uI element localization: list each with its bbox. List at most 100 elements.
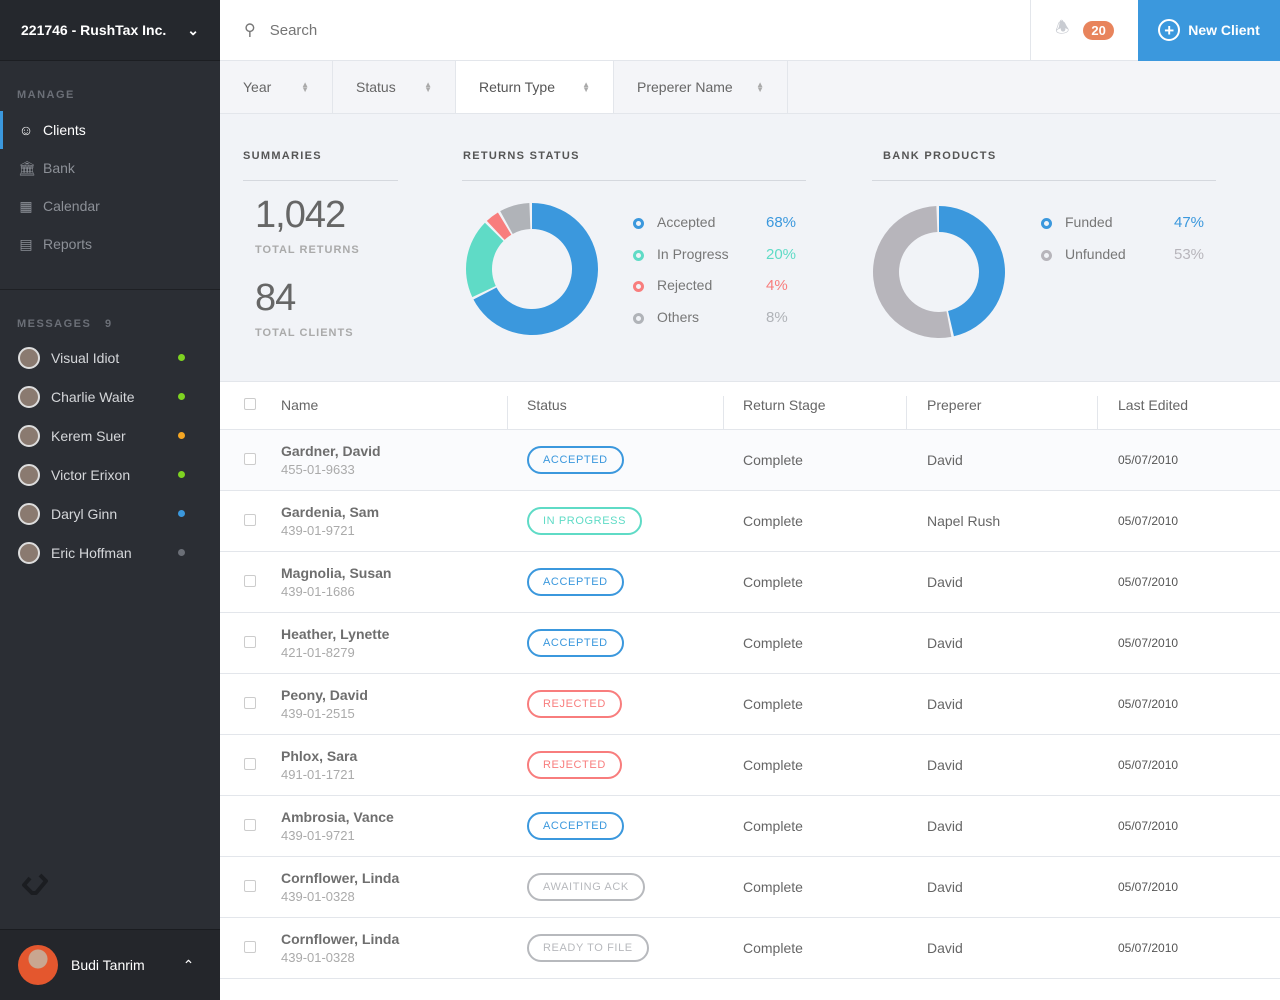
table-row[interactable]: Ambrosia, Vance 439-01-9721 ACCEPTED Comp… xyxy=(220,795,1280,857)
legend-label: Unfunded xyxy=(1065,245,1126,262)
select-all-checkbox[interactable] xyxy=(244,398,256,411)
sidebar-item-reports[interactable]: ▤ Reports xyxy=(0,225,220,263)
preparer: David xyxy=(907,734,1098,796)
filter-label: Status xyxy=(356,79,396,95)
client-name[interactable]: Peony, David xyxy=(281,686,368,703)
col-last-edited[interactable]: Last Edited xyxy=(1098,382,1280,430)
filter-status[interactable]: Status ▲ ▼ xyxy=(333,61,456,113)
row-checkbox[interactable] xyxy=(244,574,256,587)
clipboard-icon: ▤ xyxy=(19,235,33,252)
chevron-down-icon: ⌄ xyxy=(187,21,199,38)
client-name[interactable]: Heather, Lynette xyxy=(281,625,390,642)
row-checkbox[interactable] xyxy=(244,757,256,770)
filter-year[interactable]: Year ▲ ▼ xyxy=(220,61,333,113)
table-row[interactable]: Gardner, David 455-01-9633 ACCEPTED Compl… xyxy=(220,429,1280,491)
message-contact[interactable]: Kerem Suer xyxy=(0,416,220,455)
last-edited: 05/07/2010 xyxy=(1098,551,1280,613)
notifications-button[interactable]: 🕭 20 xyxy=(1030,0,1138,60)
legend-marker xyxy=(633,312,644,324)
last-edited: 05/07/2010 xyxy=(1098,429,1280,491)
preparer: Napel Rush xyxy=(907,490,1098,552)
avatar xyxy=(18,424,40,447)
client-ssn: 439-01-9721 xyxy=(281,827,355,843)
message-contact[interactable]: Eric Hoffman xyxy=(0,533,220,572)
legend-value: 68% xyxy=(766,214,797,231)
client-ssn: 491-01-1721 xyxy=(281,766,355,782)
preparer: David xyxy=(907,612,1098,674)
total-clients-label: TOTAL CLIENTS xyxy=(255,327,354,339)
col-return-stage[interactable]: Return Stage xyxy=(724,382,907,430)
legend-marker xyxy=(633,249,644,261)
messages-section: MESSAGES 9 Visual Idiot Charlie Waite Kere… xyxy=(0,289,220,572)
table-row[interactable]: Gardenia, Sam 439-01-9721 IN PROGRESS Com… xyxy=(220,490,1280,552)
legend-value: 20% xyxy=(766,245,797,263)
table-row[interactable]: Magnolia, Susan 439-01-1686 ACCEPTED Comp… xyxy=(220,551,1280,613)
message-contact[interactable]: Charlie Waite xyxy=(0,377,220,416)
row-checkbox[interactable] xyxy=(244,513,256,526)
presence-dot xyxy=(178,393,185,400)
contact-name: Victor Erixon xyxy=(51,466,131,483)
notification-badge: 20 xyxy=(1083,20,1114,40)
col-preparer[interactable]: Preperer xyxy=(907,382,1098,430)
preparer: David xyxy=(907,795,1098,857)
contact-name: Charlie Waite xyxy=(51,388,135,405)
client-name[interactable]: Gardner, David xyxy=(281,442,381,459)
col-name[interactable]: Name xyxy=(281,382,508,430)
filter-return-type[interactable]: Return Type ▲ ▼ xyxy=(456,61,614,113)
message-contact[interactable]: Victor Erixon xyxy=(0,455,220,494)
legend-value: 4% xyxy=(766,277,788,294)
return-stage: Complete xyxy=(724,795,907,857)
client-ssn: 455-01-9633 xyxy=(281,461,355,477)
returns-slice-accepted xyxy=(473,203,598,335)
org-name: 221746 - RushTax Inc. xyxy=(21,22,167,38)
client-name[interactable]: Phlox, Sara xyxy=(281,747,358,764)
table-row[interactable]: Peony, David 439-01-2515 REJECTED Complet… xyxy=(220,673,1280,735)
client-name[interactable]: Cornflower, Linda xyxy=(281,869,400,886)
avatar xyxy=(18,502,40,525)
org-switcher[interactable]: 221746 - RushTax Inc. ⌄ xyxy=(0,0,220,61)
clients-table: Name Status Return Stage Preperer Last E… xyxy=(220,382,1280,979)
sort-icon: ▲ ▼ xyxy=(424,80,432,94)
user-menu[interactable]: Budi Tanrim ⌃ xyxy=(0,929,220,1000)
col-status[interactable]: Status xyxy=(508,382,724,430)
row-checkbox[interactable] xyxy=(244,452,256,465)
last-edited: 05/07/2010 xyxy=(1098,795,1280,857)
client-name[interactable]: Magnolia, Susan xyxy=(281,564,392,581)
client-name[interactable]: Ambrosia, Vance xyxy=(281,808,394,825)
row-checkbox[interactable] xyxy=(244,940,256,953)
table-row[interactable]: Heather, Lynette 421-01-8279 ACCEPTED Com… xyxy=(220,612,1280,674)
table-row[interactable]: Cornflower, Linda 439-01-0328 AWAITING AC… xyxy=(220,856,1280,918)
sidebar-item-bank[interactable]: 🏛 Bank xyxy=(0,149,220,187)
table-row[interactable]: Cornflower, Linda 439-01-0328 READY TO FI… xyxy=(220,917,1280,979)
return-stage: Complete xyxy=(724,551,907,613)
sidebar-item-clients[interactable]: ☺ Clients xyxy=(0,111,220,149)
search-icon: ⚲ xyxy=(244,22,256,39)
return-stage: Complete xyxy=(724,917,907,979)
sidebar-item-calendar[interactable]: ▦ Calendar xyxy=(0,187,220,225)
filter-preperer-name[interactable]: Preperer Name ▲ ▼ xyxy=(614,61,788,113)
table-row[interactable]: Phlox, Sara 491-01-1721 REJECTED Complete… xyxy=(220,734,1280,796)
client-name[interactable]: Cornflower, Linda xyxy=(281,930,400,947)
row-checkbox[interactable] xyxy=(244,696,256,709)
return-stage: Complete xyxy=(724,429,907,491)
return-stage: Complete xyxy=(724,734,907,796)
legend-label: Others xyxy=(657,308,700,325)
message-contact[interactable]: Visual Idiot xyxy=(0,338,220,377)
returns-status-donut xyxy=(466,203,598,335)
bank-products-title: BANK PRODUCTS xyxy=(883,150,997,162)
new-client-button[interactable]: + New Client xyxy=(1138,0,1280,61)
row-checkbox[interactable] xyxy=(244,635,256,648)
returns-slice-others xyxy=(500,203,531,234)
bank-products-donut xyxy=(873,206,1005,338)
legend-marker xyxy=(633,218,644,229)
message-contact[interactable]: Daryl Ginn xyxy=(0,494,220,533)
search-input[interactable] xyxy=(269,21,670,39)
calendar-icon: ▦ xyxy=(19,197,33,214)
client-name[interactable]: Gardenia, Sam xyxy=(281,503,380,520)
legend-label: Funded xyxy=(1065,214,1113,230)
row-checkbox[interactable] xyxy=(244,818,256,831)
sidebar: 221746 - RushTax Inc. ⌄ MANAGE ☺ Clients 🏛 B… xyxy=(0,0,220,1000)
sidebar-item-label: Clients xyxy=(43,122,86,138)
row-checkbox[interactable] xyxy=(244,879,256,892)
legend-label: Accepted xyxy=(657,214,716,230)
